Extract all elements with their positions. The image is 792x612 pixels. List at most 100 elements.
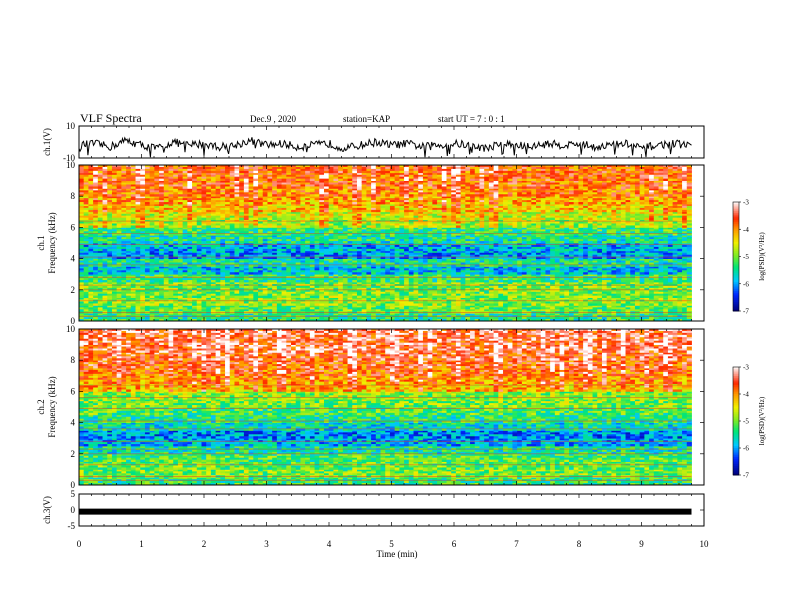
ch1-spectrogram-cell: [168, 246, 174, 250]
ch1-spectrogram-cell: [225, 246, 231, 250]
ch1-spectrogram-cell: [229, 246, 235, 250]
ch1-spectrogram-cell: [159, 182, 165, 185]
ch1-spectrogram-cell: [154, 307, 160, 310]
ch1-spectrogram-cell: [154, 176, 160, 180]
ch1-spectrogram-cell: [149, 285, 155, 289]
ch1-spectrogram-cell: [243, 289, 250, 293]
ch1-spectrogram-cell: [79, 248, 85, 252]
ch1-spectrogram-cell: [187, 192, 193, 195]
ch1-spectrogram-cell: [243, 303, 250, 306]
ch1-spectrogram-cell: [126, 186, 132, 189]
ch1-spectrogram-cell: [140, 270, 146, 273]
ch1-spectrogram-cell: [173, 176, 179, 180]
ch1-spectrogram-cell: [225, 192, 231, 195]
ch1-spectrogram-cell: [102, 235, 108, 238]
ch1-spectrogram-cell: [286, 178, 292, 181]
ch1-spectrogram-cell: [225, 268, 231, 271]
ch1-spectrogram-cell: [116, 198, 122, 201]
ch1-spectrogram-cell: [262, 178, 268, 181]
ch1-spectrogram-cell: [215, 180, 221, 183]
ch1-spectrogram-cell: [239, 192, 245, 195]
ch1-spectrogram-cell: [196, 264, 202, 267]
ch1-spectrogram-cell: [83, 241, 89, 244]
ch1-spectrogram-cell: [192, 287, 198, 291]
ch1-spectrogram-cell: [135, 274, 141, 277]
ch1-spectrogram-cell: [97, 305, 103, 308]
ch1-spectrogram-cell: [215, 209, 221, 213]
ch1-spectrogram-cell: [300, 303, 306, 306]
ch1-spectrogram-cell: [225, 225, 231, 228]
ch1-spectrogram-cell: [234, 209, 240, 213]
ch1-spectrogram-cell: [309, 272, 315, 275]
ch1-spectrogram-cell: [229, 248, 235, 252]
ch1-spectrogram-cell: [93, 297, 99, 300]
ch1-spectrogram-cell: [97, 182, 103, 185]
ch1-spectrogram-cell: [225, 239, 231, 242]
ch1-spectrogram-cell: [177, 237, 184, 240]
ch1-spectrogram-cell: [229, 200, 235, 203]
ch1-spectrogram-cell: [182, 246, 188, 250]
ch1-spectrogram-cell: [83, 319, 89, 322]
ch1-spectrogram-cell: [154, 272, 160, 275]
ch1-spectrogram-cell: [111, 305, 118, 308]
ch1-spectrogram-cell: [206, 319, 212, 322]
ch1-spectrogram-cell: [135, 303, 141, 306]
ch1-spectrogram-cell: [135, 166, 141, 170]
ch1-spectrogram-cell: [79, 272, 85, 275]
ch1-spectrogram-cell: [187, 250, 193, 254]
ch1-spectrogram-cell: [79, 190, 85, 193]
ch1-spectrogram-cell: [210, 264, 217, 267]
ch1-spectrogram-cell: [220, 184, 226, 187]
ch1-spectrogram-cell: [220, 186, 226, 189]
ch1-spectrogram-cell: [187, 186, 193, 189]
ch1-spectrogram-cell: [220, 165, 226, 168]
ch1-spectrogram-cell: [352, 303, 358, 306]
ch1-spectrogram-cell: [225, 165, 231, 168]
ch1-spectrogram-cell: [248, 303, 254, 306]
ch1-spectrogram-cell: [201, 309, 207, 312]
ch1-spectrogram-cell: [149, 165, 155, 168]
ch1-spectrogram-cell: [243, 166, 250, 170]
ch1-spectrogram-cell: [361, 241, 367, 244]
ch1-spectrogram-cell: [239, 305, 245, 308]
ch1-spectrogram-cell: [97, 184, 103, 187]
ch1-spectrogram-cell: [116, 252, 122, 256]
ch1-spectrogram-cell: [177, 192, 184, 195]
ch1-spectrogram-cell: [182, 268, 188, 271]
ch1-spectrogram-cell: [267, 194, 273, 197]
ch1-spectrogram-cell: [83, 215, 89, 219]
ch1-spectrogram-cell: [234, 262, 240, 265]
ch1-spectrogram-cell: [201, 250, 207, 254]
ch1-spectrogram-cell: [154, 246, 160, 250]
ch1-spectrogram-cell: [201, 225, 207, 228]
ch1-spectrogram-cell: [168, 305, 174, 308]
ch1-spectrogram-cell: [201, 192, 207, 195]
ch1-spectrogram-cell: [130, 282, 136, 285]
ch1-spectrogram-cell: [201, 211, 207, 215]
ch1-spectrogram-cell: [93, 280, 99, 283]
ch1-spectrogram-cell: [140, 295, 146, 298]
ch1-spectrogram-cell: [116, 205, 122, 209]
ch1-spectrogram-cell: [243, 204, 250, 207]
ch1-spectrogram-cell: [243, 209, 250, 213]
ch1-spectrogram-cell: [130, 309, 136, 312]
ch1-spectrogram-cell: [239, 254, 245, 258]
ch1-spectrogram-cell: [107, 317, 113, 320]
ch1-spectrogram-cell: [182, 239, 188, 242]
ch1-spectrogram-cell: [276, 248, 282, 252]
ch1-spectrogram-cell: [243, 268, 250, 271]
ch1-spectrogram-cell: [163, 313, 169, 316]
ch1-spectrogram-cell: [291, 241, 297, 244]
ch1-spectrogram-cell: [97, 287, 103, 291]
ch1-spectrogram-cell: [243, 291, 250, 295]
ch1-spectrogram-cell: [291, 194, 297, 197]
ch1-spectrogram-cell: [144, 258, 151, 261]
ch1-spectrogram-cell: [130, 209, 136, 213]
ch1-spectrogram-cell: [196, 305, 202, 308]
ch1-spectrogram-cell: [276, 241, 282, 244]
ch1-spectrogram-cell: [177, 180, 184, 183]
ch1-spectrogram-cell: [121, 188, 127, 191]
ch1-spectrogram-cell: [83, 223, 89, 226]
ch1-spectrogram-cell: [342, 272, 348, 275]
ch1-spectrogram-cell: [173, 223, 179, 226]
